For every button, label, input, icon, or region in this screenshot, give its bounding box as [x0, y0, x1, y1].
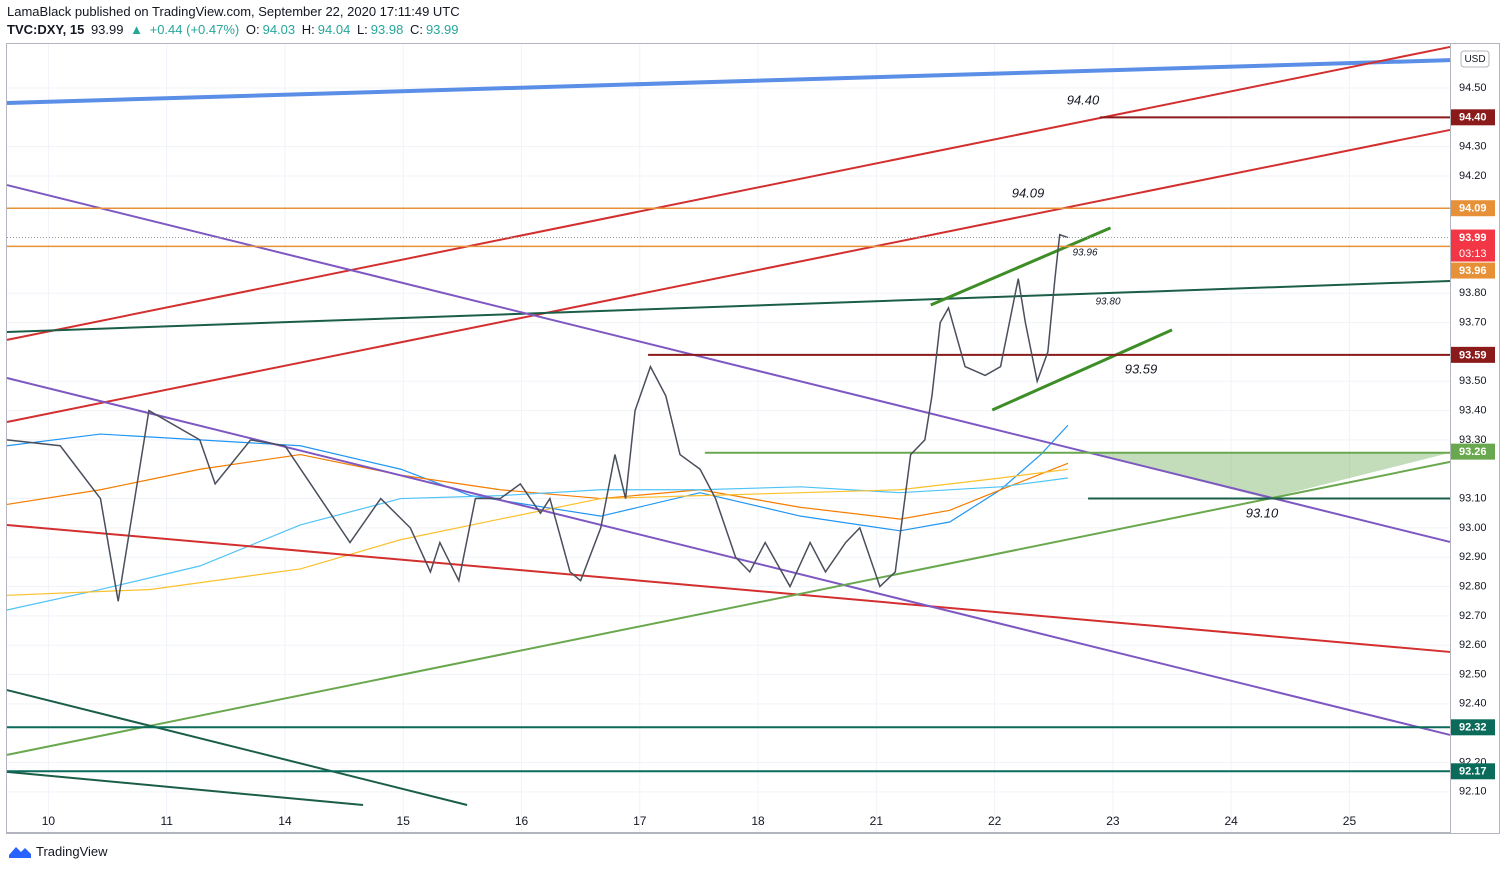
trend-line	[6, 460, 1451, 756]
y-tick-label: 92.60	[1459, 639, 1487, 651]
price-tag-label: 94.40	[1459, 112, 1487, 124]
publisher-line: LamaBlack published on TradingView.com, …	[7, 4, 463, 19]
low: 93.98	[370, 22, 404, 37]
close: 93.99	[425, 22, 459, 37]
y-tick-label: 92.70	[1459, 610, 1487, 622]
price-countdown: 03:13	[1459, 248, 1487, 260]
moving-average	[6, 424, 1069, 532]
x-tick-label: 18	[751, 814, 765, 828]
y-tick-label: 92.10	[1459, 786, 1487, 798]
price-tag-label: 93.96	[1459, 265, 1487, 277]
chart: USD 94.40 94.09 93.96 93.80 93.59 93.10 …	[6, 43, 1500, 834]
symbol: TVC:DXY, 15	[7, 22, 85, 37]
currency: USD	[1464, 54, 1485, 65]
x-tick-label: 14	[278, 814, 292, 828]
price-tag	[1451, 346, 1495, 363]
x-tick-label: 17	[633, 814, 647, 828]
y-tick-label: 93.50	[1459, 375, 1487, 387]
trend-line	[6, 523, 1451, 653]
y-tick-label: 93.80	[1459, 287, 1487, 299]
y-tick-label: 94.20	[1459, 170, 1487, 182]
price-tag-label: 93.59	[1459, 349, 1487, 361]
annotation: 94.09	[1012, 185, 1045, 200]
x-tick-label: 24	[1225, 814, 1239, 828]
price-tag	[1451, 200, 1495, 217]
y-tick-label: 92.40	[1459, 698, 1487, 710]
price-tag-label: 94.09	[1459, 203, 1487, 215]
price-tag	[1451, 719, 1495, 736]
x-tick-label: 23	[1106, 814, 1120, 828]
price-line	[6, 233, 1069, 602]
chart-frame	[6, 43, 1500, 834]
trend-line	[6, 689, 468, 806]
h-label: H:	[301, 22, 315, 37]
x-tick-label: 22	[988, 814, 1002, 828]
y-tick-label: 93.70	[1459, 317, 1487, 329]
annotation: 94.40	[1067, 92, 1100, 107]
high: 94.04	[317, 22, 351, 37]
arrow: ▲	[130, 22, 143, 37]
price-tag-label: 93.99	[1459, 232, 1487, 244]
price-tag	[1451, 443, 1495, 460]
x-tick-label: 15	[397, 814, 411, 828]
zone	[1088, 452, 1450, 499]
x-tick-label: 16	[515, 814, 529, 828]
price-tag	[1451, 229, 1495, 262]
price-tag-label: 92.32	[1459, 722, 1487, 734]
x-tick-label: 25	[1343, 814, 1357, 828]
y-tick-label: 93.10	[1459, 492, 1487, 504]
y-tick-label: 94.50	[1459, 82, 1487, 94]
annotation: 93.59	[1125, 361, 1158, 376]
price-tag	[1451, 262, 1495, 279]
footer: TradingView	[8, 843, 108, 859]
x-tick-label: 21	[870, 814, 884, 828]
x-tick-label: 10	[42, 814, 56, 828]
trend-line	[6, 770, 364, 807]
moving-average	[6, 477, 1069, 611]
price-tag	[1451, 763, 1495, 780]
trend-line	[6, 128, 1451, 423]
trend-line	[991, 328, 1173, 412]
last: 93.99	[90, 22, 124, 37]
o-label: O:	[245, 22, 260, 37]
symbol-line: TVC:DXY, 15 93.99 ▲ +0.44 (+0.47%) O: 94.…	[7, 22, 462, 37]
trend-line	[930, 226, 1112, 307]
trend-line	[6, 58, 1451, 105]
trend-line	[6, 377, 1451, 736]
y-tick-label: 92.50	[1459, 668, 1487, 680]
y-tick-label: 92.90	[1459, 551, 1487, 563]
price-tag-label: 92.17	[1459, 766, 1487, 778]
trend-line	[6, 279, 1451, 333]
y-tick-label: 94.30	[1459, 141, 1487, 153]
price-tag-label: 93.26	[1459, 446, 1487, 458]
annotation: 93.80	[1095, 297, 1120, 308]
open: 94.03	[262, 22, 296, 37]
annotation: 93.10	[1246, 505, 1279, 520]
logo	[9, 847, 31, 858]
brand: TradingView	[36, 843, 108, 859]
trend-line	[6, 184, 1451, 543]
c-label: C:	[409, 22, 423, 37]
currency-box	[1460, 50, 1490, 68]
annotation: 93.96	[1072, 248, 1097, 259]
change: +0.44 (+0.47%)	[149, 22, 240, 37]
l-label: L:	[356, 22, 368, 37]
y-tick-label: 93.30	[1459, 434, 1487, 446]
y-tick-label: 92.80	[1459, 580, 1487, 592]
moving-average	[6, 468, 1069, 596]
trend-line	[6, 45, 1451, 341]
price-tag	[1451, 109, 1495, 126]
y-tick-label: 93.40	[1459, 404, 1487, 416]
x-tick-label: 11	[160, 814, 173, 828]
publisher: LamaBlack published on TradingView.com, …	[7, 4, 460, 19]
y-tick-label: 93.00	[1459, 522, 1487, 534]
